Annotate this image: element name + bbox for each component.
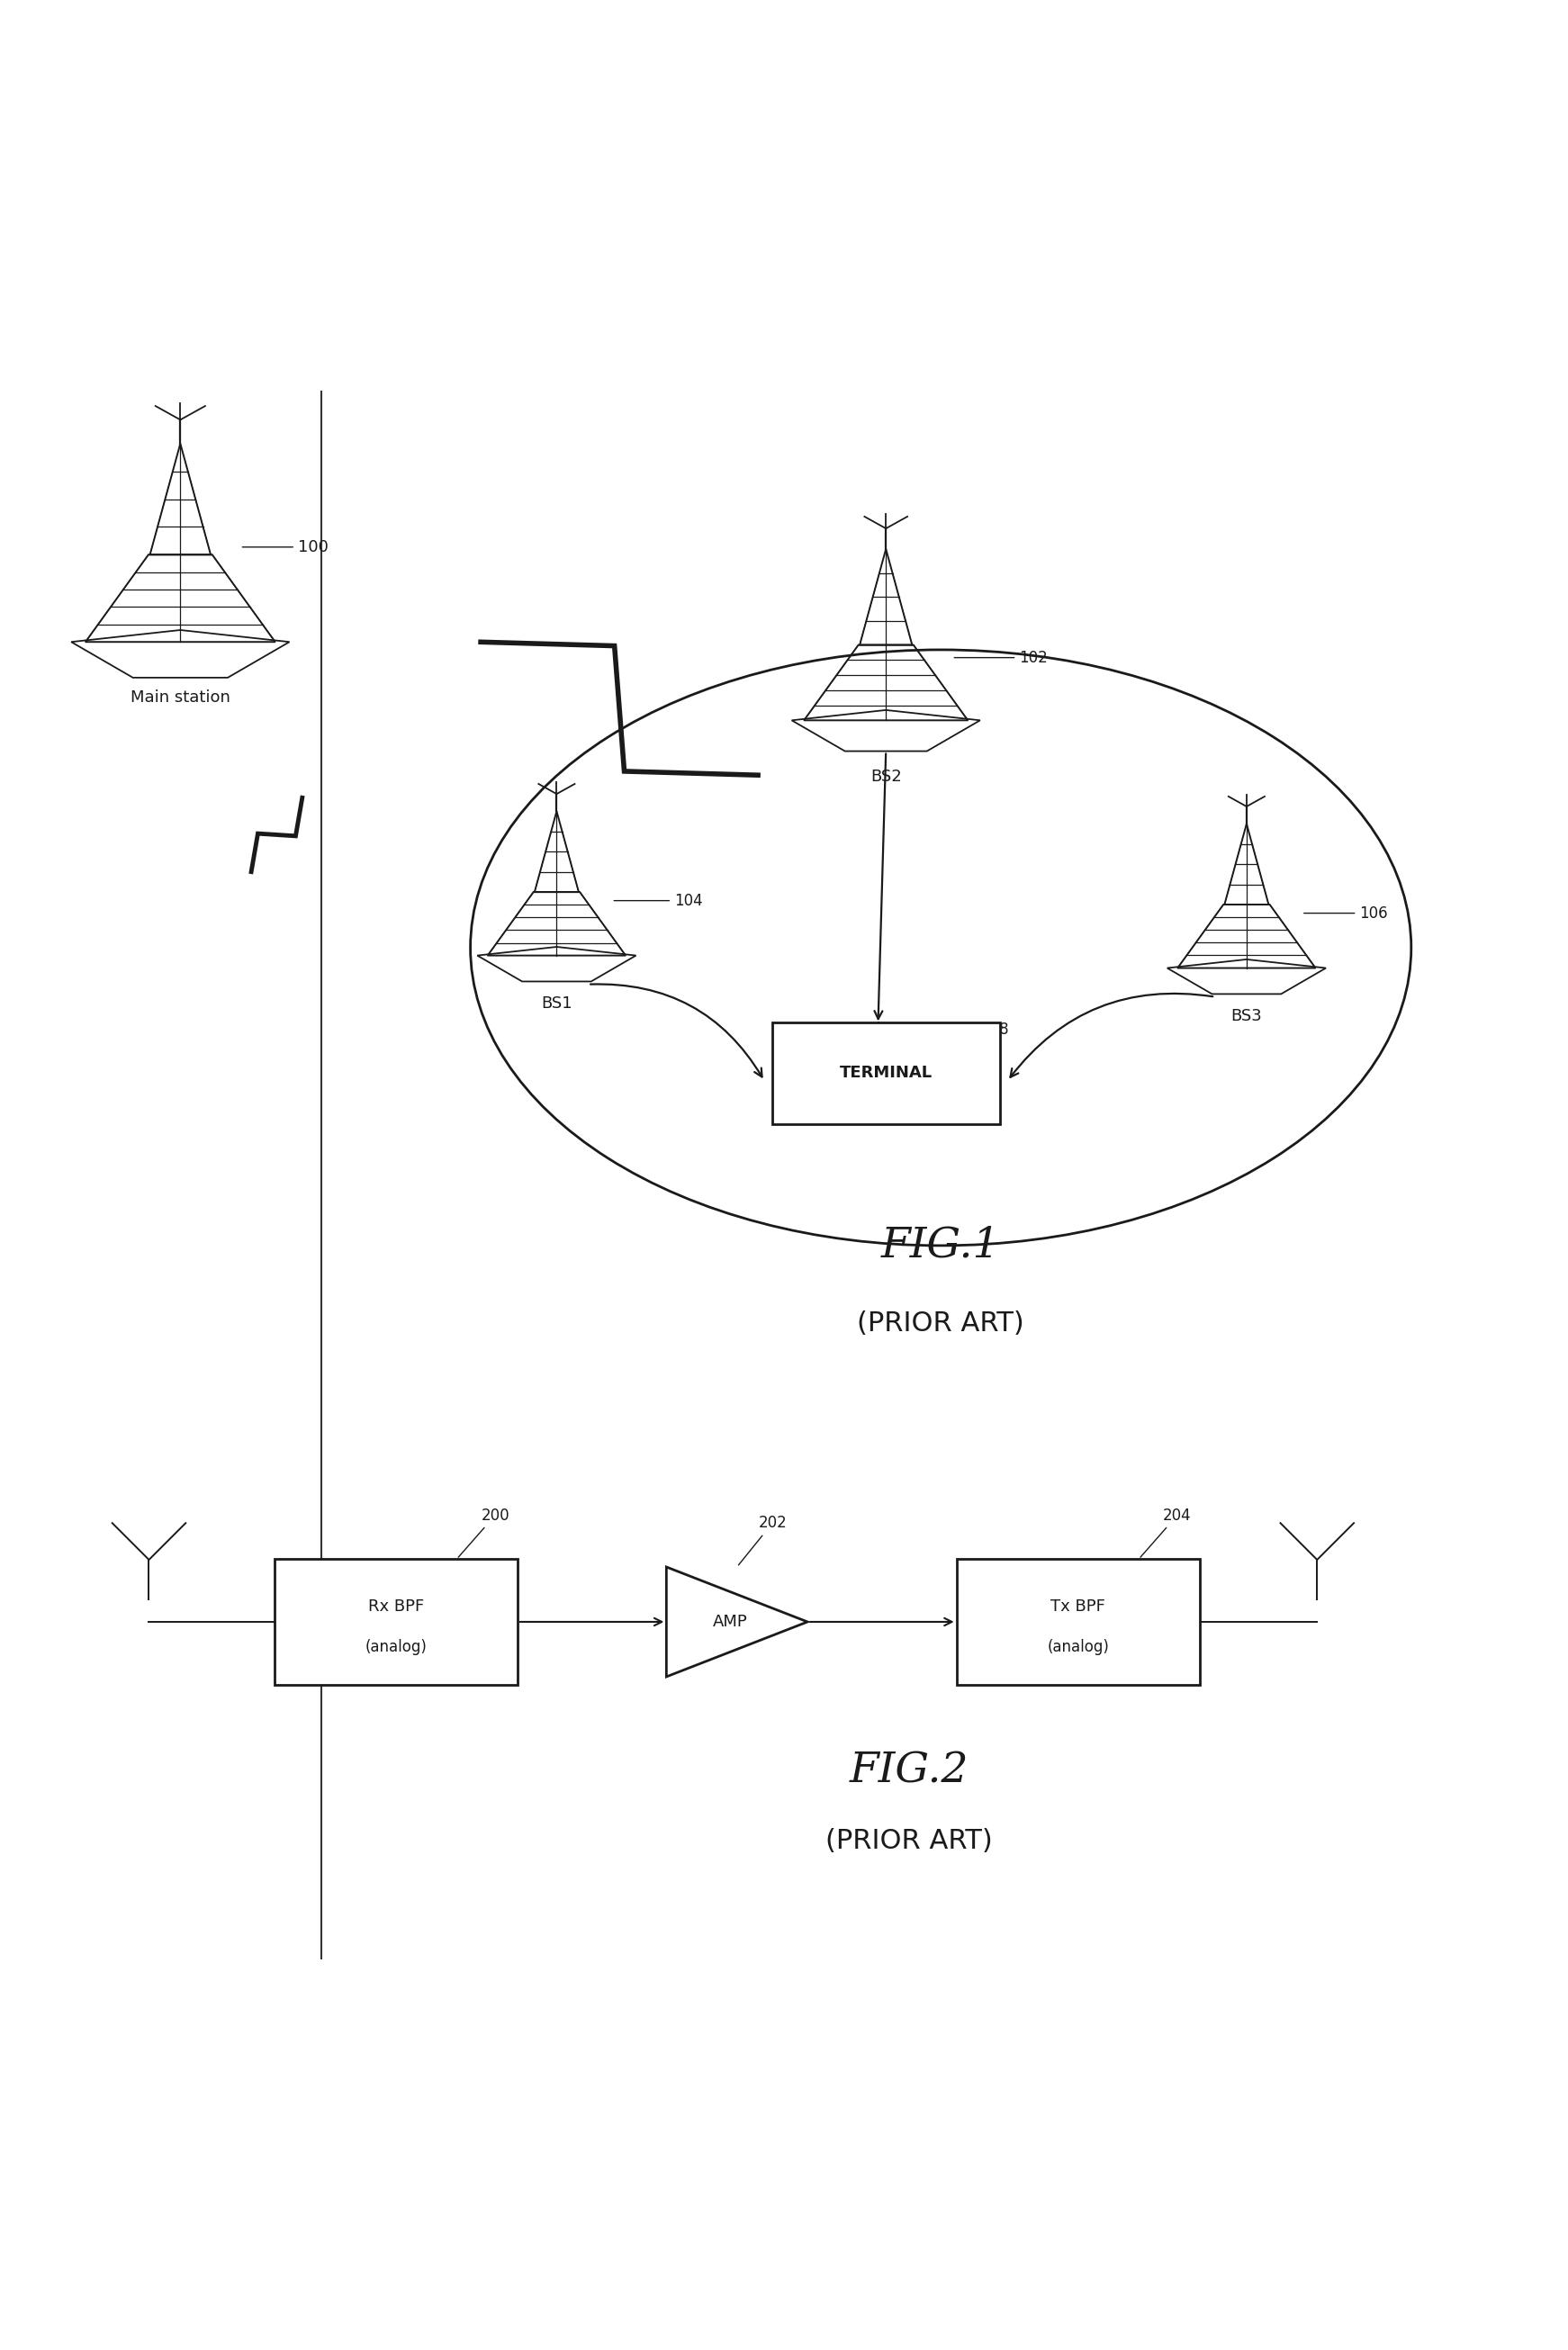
- Text: AMP: AMP: [712, 1614, 748, 1631]
- Text: Tx BPF: Tx BPF: [1051, 1598, 1105, 1614]
- Text: 202: 202: [739, 1516, 787, 1565]
- Text: 102: 102: [955, 649, 1047, 665]
- Polygon shape: [666, 1567, 808, 1676]
- Text: 100: 100: [243, 538, 328, 555]
- Text: Rx BPF: Rx BPF: [368, 1598, 423, 1614]
- Text: BS1: BS1: [541, 996, 572, 1013]
- Text: (PRIOR ART): (PRIOR ART): [826, 1828, 993, 1854]
- FancyBboxPatch shape: [274, 1558, 517, 1685]
- Text: FIG.1: FIG.1: [881, 1224, 1000, 1267]
- Text: 204: 204: [1140, 1506, 1192, 1558]
- Text: (analog): (analog): [365, 1638, 426, 1654]
- FancyBboxPatch shape: [956, 1558, 1200, 1685]
- Text: Main station: Main station: [130, 689, 230, 705]
- Text: (PRIOR ART): (PRIOR ART): [858, 1311, 1024, 1337]
- FancyBboxPatch shape: [771, 1022, 1000, 1123]
- Text: 108: 108: [913, 1022, 1008, 1039]
- Text: BS3: BS3: [1231, 1008, 1262, 1025]
- Text: BS2: BS2: [870, 768, 902, 785]
- Text: 200: 200: [458, 1506, 510, 1558]
- Text: 106: 106: [1305, 905, 1388, 921]
- Text: 104: 104: [615, 893, 702, 909]
- Text: TERMINAL: TERMINAL: [839, 1065, 933, 1081]
- Text: FIG.2: FIG.2: [850, 1751, 969, 1791]
- Text: (analog): (analog): [1047, 1638, 1109, 1654]
